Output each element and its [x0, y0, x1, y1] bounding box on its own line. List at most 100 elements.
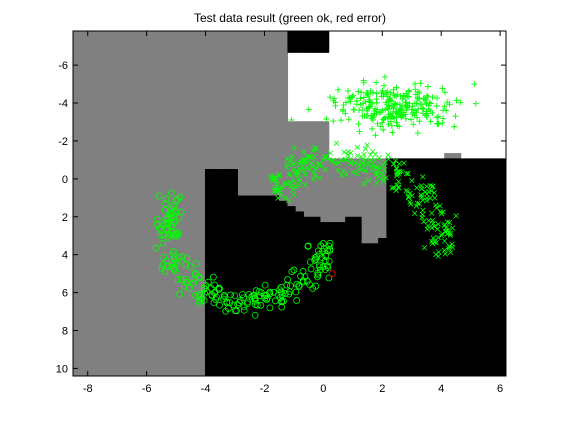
region-cell-gray [163, 57, 173, 64]
region-cell-gray [270, 115, 280, 122]
point-circle [304, 243, 312, 250]
region-cell-black [270, 360, 280, 366]
region-cell-gray [188, 94, 198, 101]
region-cell-gray [155, 338, 165, 345]
region-cell-black [237, 317, 247, 324]
region-cell-gray [336, 211, 346, 218]
region-cell-gray [73, 253, 82, 260]
region-cell-black [378, 264, 388, 271]
region-cell-black [493, 269, 503, 276]
region-cell-black [345, 296, 355, 303]
point-plus [335, 86, 342, 93]
region-cell-gray [97, 243, 107, 250]
region-cell-black [287, 211, 297, 218]
region-cell-gray [336, 179, 346, 186]
region-cell-gray [180, 328, 190, 335]
region-cell-black [295, 253, 305, 260]
region-cell-black [320, 354, 330, 361]
region-cell-black [493, 285, 503, 292]
region-cell-gray [237, 62, 247, 69]
point-x [282, 180, 288, 187]
region-cell-gray [81, 131, 91, 138]
region-cell-black [460, 232, 470, 239]
region-cell-black [353, 253, 363, 260]
region-cell-gray [270, 142, 280, 149]
region-cell-gray [279, 100, 289, 106]
region-cell-black [468, 158, 478, 165]
region-cell-gray [155, 200, 165, 207]
region-cell-gray [130, 46, 140, 53]
region-cell-gray [171, 62, 181, 69]
region-cell-black [287, 275, 297, 282]
region-cell-black [345, 365, 355, 372]
region-cell-gray [130, 57, 140, 64]
region-cell-gray [361, 211, 371, 218]
region-cell-black [229, 333, 239, 340]
region-cell-black [229, 200, 239, 207]
point-plus [439, 120, 446, 127]
region-cell-black [270, 238, 280, 244]
region-cell-gray [81, 291, 91, 297]
region-cell-gray [361, 174, 371, 181]
region-cell-black [328, 365, 338, 372]
region-cell-black [411, 253, 420, 260]
region-cell-gray [130, 94, 140, 101]
region-cell-gray [221, 126, 231, 133]
region-cell-gray [196, 328, 206, 335]
region-cell-black [411, 238, 420, 244]
region-cell-gray [369, 200, 379, 207]
region-cell-black [320, 296, 330, 303]
region-cell-black [419, 280, 429, 287]
point-circle [153, 215, 161, 223]
point-x [396, 161, 402, 167]
region-cell-black [287, 31, 297, 37]
region-cell-black [213, 360, 223, 366]
region-cell-black [262, 200, 272, 207]
region-cell-gray [196, 100, 206, 106]
region-cell-black [460, 206, 470, 213]
region-cell-black [427, 169, 437, 175]
region-cell-black [493, 227, 503, 234]
region-cell-black [328, 269, 338, 276]
point-circle [251, 311, 259, 319]
region-cell-gray [138, 105, 148, 112]
region-cell-gray [138, 275, 148, 282]
region-cell-black [444, 344, 453, 351]
region-cell-gray [122, 296, 132, 303]
region-cell-gray [122, 206, 132, 213]
region-cell-black [402, 307, 412, 313]
region-cell-gray [237, 179, 247, 186]
region-cell-black [444, 360, 453, 366]
point-x [361, 151, 367, 158]
region-cell-gray [163, 333, 173, 340]
region-cell-black [394, 312, 404, 319]
region-cell-black [435, 307, 445, 313]
point-circle [161, 206, 169, 214]
region-cell-gray [171, 269, 181, 276]
region-cell-gray [89, 184, 99, 191]
region-cell-gray [279, 195, 289, 202]
region-cell-black [204, 338, 214, 345]
region-cell-black [254, 349, 264, 356]
region-cell-black [435, 312, 445, 319]
region-cell-gray [171, 338, 181, 345]
region-cell-black [213, 243, 223, 250]
region-cell-gray [138, 238, 148, 244]
region-cell-gray [180, 190, 190, 197]
region-cell-gray [105, 84, 115, 90]
region-cell-gray [229, 36, 239, 43]
region-cell-black [221, 259, 231, 266]
region-cell-black [229, 211, 239, 218]
region-cell-black [295, 232, 305, 239]
point-x [432, 202, 439, 208]
region-cell-gray [163, 147, 173, 154]
region-cell-gray [130, 73, 140, 80]
region-cell-black [394, 365, 404, 372]
region-cell-black [435, 296, 445, 303]
region-cell-gray [279, 73, 289, 80]
region-cell-gray [336, 158, 346, 165]
point-circle [177, 275, 185, 283]
region-cell-gray [361, 206, 371, 213]
region-cell-gray [188, 195, 198, 202]
region-cell-gray [138, 307, 148, 313]
